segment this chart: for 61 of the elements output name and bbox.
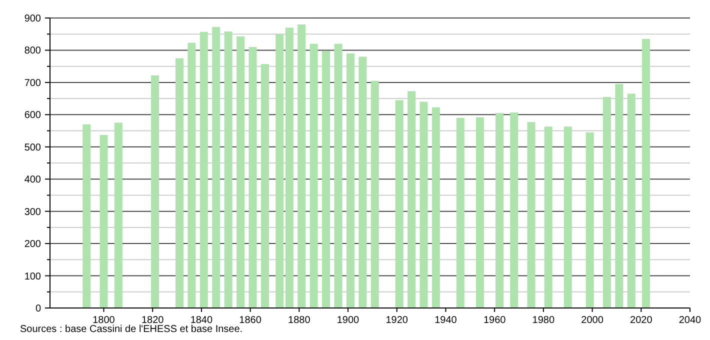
bar [151,75,160,308]
bar [586,132,594,308]
bar [395,100,404,308]
y-tick-label: 900 [24,14,42,24]
bar [642,38,650,308]
bar [224,32,232,308]
bar [260,64,269,308]
x-tick-label: 1940 [434,315,458,326]
y-tick-label: 200 [24,239,42,250]
x-tick-label: 1900 [336,315,360,326]
bar [248,47,257,308]
bar [602,96,611,308]
bar [188,42,196,308]
x-tick-label: 1800 [92,315,116,326]
y-tick-label: 500 [24,142,42,154]
x-tick-label: 1840 [190,315,214,326]
bar [310,44,318,308]
bar [200,32,208,308]
x-tick-label: 1980 [532,315,555,326]
bar [334,44,342,308]
bar [212,27,220,308]
bar [432,107,440,308]
x-tick-label: 1920 [386,315,408,326]
y-tick-label: 0 [35,304,42,314]
x-tick-label: 2040 [678,315,702,326]
bar [544,126,552,308]
bar [298,24,306,308]
x-tick-label: 2020 [630,315,653,326]
y-tick-label: 400 [24,174,42,186]
bar [527,122,536,308]
y-tick-label: 100 [24,271,42,282]
bar [476,117,484,308]
y-tick-label: 800 [24,46,42,57]
x-tick-label: 1860 [239,315,262,326]
bar [456,118,464,308]
bar [495,113,504,308]
bar [615,84,624,308]
y-tick-label: 700 [24,78,42,89]
bar [346,53,354,308]
bar [236,36,245,308]
bar [322,50,330,308]
y-tick-label: 600 [24,110,42,122]
bar [564,126,572,308]
bar [285,28,294,308]
bar [627,94,636,308]
bar [175,58,184,308]
bar [276,34,284,308]
bar [100,134,108,308]
bar [510,112,518,308]
bar [420,102,428,308]
bar [408,91,416,308]
bar [82,124,91,308]
bar [114,122,122,308]
x-tick-label: 1880 [288,315,311,326]
x-tick-label: 1820 [141,315,164,326]
x-tick-label: 2000 [581,315,604,326]
source-note: Sources : base Cassini de l'EHESS et base Insee. [20,324,243,335]
y-tick-label: 300 [24,206,42,218]
x-tick-label: 1960 [483,315,506,326]
bar [358,56,367,308]
bar [370,80,379,308]
